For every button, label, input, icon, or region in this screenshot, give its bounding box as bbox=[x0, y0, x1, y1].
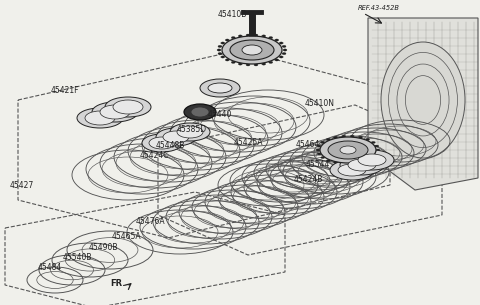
Ellipse shape bbox=[321, 142, 325, 143]
Ellipse shape bbox=[105, 97, 151, 117]
Ellipse shape bbox=[262, 63, 266, 65]
Text: 45385D: 45385D bbox=[177, 125, 207, 134]
Ellipse shape bbox=[275, 59, 279, 61]
Ellipse shape bbox=[231, 61, 235, 63]
Ellipse shape bbox=[149, 137, 175, 149]
Text: 45410B: 45410B bbox=[217, 10, 247, 19]
Ellipse shape bbox=[242, 45, 262, 55]
Ellipse shape bbox=[100, 105, 130, 119]
Ellipse shape bbox=[282, 45, 286, 48]
Ellipse shape bbox=[326, 138, 330, 140]
Text: 45425A: 45425A bbox=[233, 138, 263, 147]
Ellipse shape bbox=[221, 56, 225, 58]
Ellipse shape bbox=[254, 64, 258, 66]
Ellipse shape bbox=[317, 153, 321, 155]
Ellipse shape bbox=[208, 83, 232, 93]
Ellipse shape bbox=[230, 40, 274, 60]
Ellipse shape bbox=[85, 111, 115, 125]
Text: 45440: 45440 bbox=[208, 110, 232, 119]
Ellipse shape bbox=[320, 137, 376, 163]
Ellipse shape bbox=[113, 100, 143, 114]
Ellipse shape bbox=[342, 163, 346, 165]
Ellipse shape bbox=[246, 64, 250, 66]
Ellipse shape bbox=[316, 149, 320, 151]
Ellipse shape bbox=[156, 128, 196, 146]
Ellipse shape bbox=[326, 160, 330, 162]
Ellipse shape bbox=[238, 63, 242, 65]
Ellipse shape bbox=[330, 160, 374, 180]
Ellipse shape bbox=[334, 136, 337, 138]
Ellipse shape bbox=[279, 42, 283, 44]
Ellipse shape bbox=[350, 150, 394, 170]
Ellipse shape bbox=[218, 45, 222, 48]
Ellipse shape bbox=[381, 42, 465, 158]
Ellipse shape bbox=[221, 42, 225, 44]
Ellipse shape bbox=[177, 126, 203, 138]
Text: 45465A: 45465A bbox=[111, 232, 141, 241]
Ellipse shape bbox=[238, 35, 242, 37]
Ellipse shape bbox=[231, 37, 235, 39]
Text: 45464: 45464 bbox=[296, 140, 320, 149]
Ellipse shape bbox=[269, 37, 273, 39]
Ellipse shape bbox=[262, 35, 266, 37]
Ellipse shape bbox=[279, 56, 283, 58]
Text: 45484: 45484 bbox=[38, 263, 62, 272]
Ellipse shape bbox=[246, 34, 250, 36]
Ellipse shape bbox=[366, 138, 370, 140]
Text: 45540B: 45540B bbox=[62, 253, 92, 262]
Ellipse shape bbox=[375, 145, 379, 147]
Ellipse shape bbox=[338, 164, 366, 176]
Ellipse shape bbox=[217, 49, 221, 51]
Ellipse shape bbox=[359, 162, 362, 164]
Ellipse shape bbox=[254, 34, 258, 36]
Text: FR.: FR. bbox=[110, 279, 126, 288]
Ellipse shape bbox=[225, 59, 229, 61]
Ellipse shape bbox=[184, 104, 216, 120]
Ellipse shape bbox=[371, 156, 375, 159]
Ellipse shape bbox=[334, 162, 337, 164]
Ellipse shape bbox=[77, 108, 123, 128]
Ellipse shape bbox=[376, 149, 380, 151]
Ellipse shape bbox=[163, 131, 189, 143]
Ellipse shape bbox=[282, 52, 286, 55]
Ellipse shape bbox=[342, 135, 346, 137]
Ellipse shape bbox=[366, 160, 370, 162]
Ellipse shape bbox=[350, 135, 354, 137]
Text: 45544: 45544 bbox=[306, 160, 330, 169]
Ellipse shape bbox=[348, 159, 376, 171]
Text: 45490B: 45490B bbox=[88, 243, 118, 252]
Text: 45421F: 45421F bbox=[51, 86, 79, 95]
Ellipse shape bbox=[200, 79, 240, 97]
Ellipse shape bbox=[340, 155, 384, 175]
Ellipse shape bbox=[359, 136, 362, 138]
Ellipse shape bbox=[358, 154, 386, 166]
Ellipse shape bbox=[222, 36, 282, 64]
Ellipse shape bbox=[371, 142, 375, 143]
Ellipse shape bbox=[375, 153, 379, 155]
Polygon shape bbox=[368, 18, 478, 190]
Text: REF.43-452B: REF.43-452B bbox=[358, 5, 400, 11]
Ellipse shape bbox=[275, 39, 279, 41]
Ellipse shape bbox=[340, 146, 356, 154]
Text: 45448B: 45448B bbox=[156, 141, 185, 150]
Ellipse shape bbox=[283, 49, 287, 51]
Ellipse shape bbox=[170, 123, 210, 141]
Text: 45424B: 45424B bbox=[293, 175, 323, 184]
Text: 45424C: 45424C bbox=[139, 151, 169, 160]
Ellipse shape bbox=[317, 145, 321, 147]
Ellipse shape bbox=[328, 141, 368, 159]
Ellipse shape bbox=[191, 107, 209, 117]
Ellipse shape bbox=[350, 163, 354, 165]
Ellipse shape bbox=[218, 52, 222, 55]
Ellipse shape bbox=[269, 61, 273, 63]
Text: 45476A: 45476A bbox=[135, 217, 165, 226]
Text: 45410N: 45410N bbox=[305, 99, 335, 108]
Ellipse shape bbox=[92, 102, 138, 122]
Ellipse shape bbox=[225, 39, 229, 41]
Ellipse shape bbox=[321, 156, 325, 159]
Ellipse shape bbox=[142, 134, 182, 152]
Text: 45427: 45427 bbox=[10, 181, 34, 190]
